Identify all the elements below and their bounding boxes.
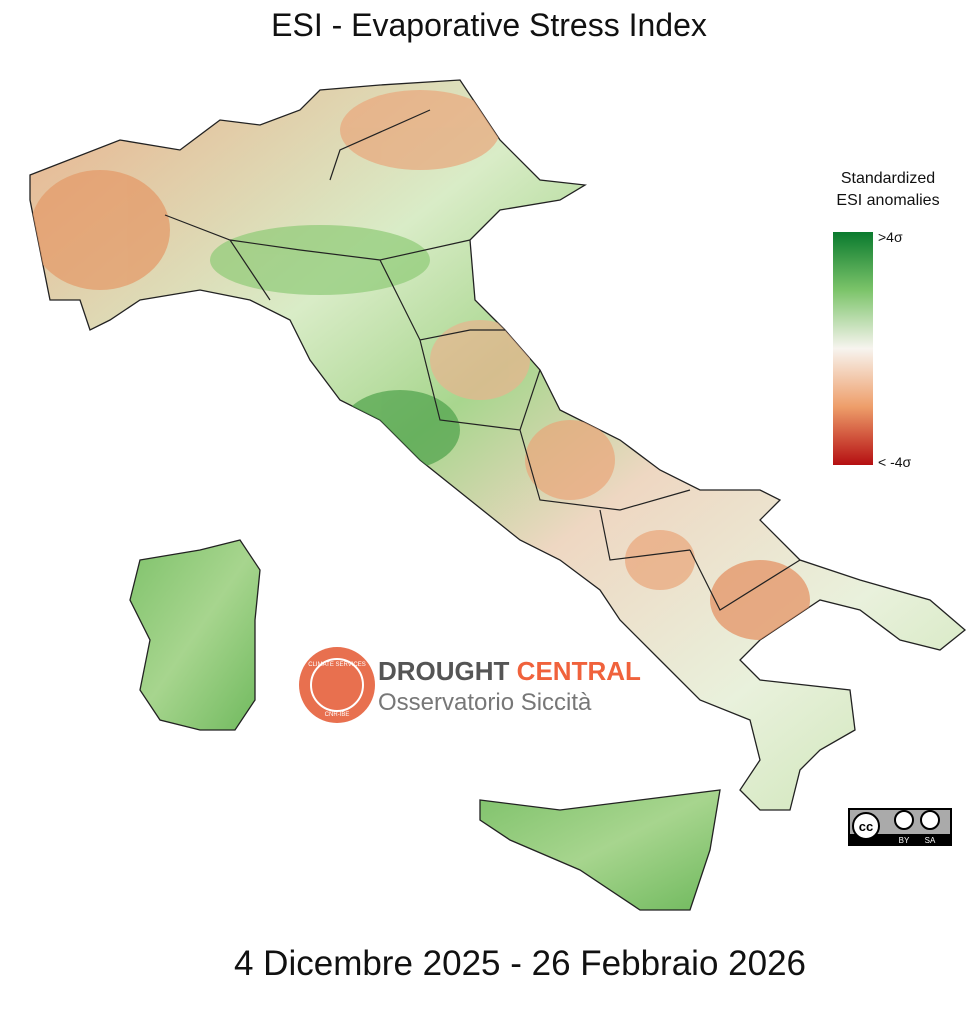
- logo-subtitle: Osservatorio Siccità: [378, 689, 592, 716]
- legend-min: < -4σ: [878, 454, 912, 470]
- legend-max: >4σ: [878, 229, 903, 245]
- date-range: 4 Dicembre 2025 - 26 Febbraio 2026: [234, 944, 806, 983]
- sa-icon: [920, 810, 940, 830]
- title: ESI - Evaporative Stress Index: [271, 7, 707, 43]
- color-bar: [833, 232, 873, 465]
- sicily: [479, 789, 721, 911]
- logo-name: DROUGHT CENTRAL: [378, 656, 641, 686]
- sardinia: [129, 539, 261, 731]
- sa-text: SA: [925, 836, 936, 845]
- cc-text: cc: [859, 819, 873, 834]
- legend-title: Standardized: [841, 170, 935, 187]
- legend-title: ESI anomalies: [836, 192, 939, 209]
- logo-ring: [310, 658, 364, 712]
- logo-name-1: DROUGHT: [378, 656, 510, 686]
- legend: Standardized ESI anomalies >4σ < -4σ: [833, 170, 940, 470]
- cc-circle: [852, 812, 880, 840]
- by-text: BY: [899, 836, 910, 845]
- italy-mainland: [29, 79, 967, 811]
- logo-ring-bottom: CNR-IBE: [325, 712, 350, 718]
- logo-name-2: CENTRAL: [517, 656, 641, 686]
- logo-ring-top: CLIMATE SERVICES: [308, 662, 365, 668]
- logo: CLIMATE SERVICES CNR-IBE DROUGHT CENTRAL…: [299, 647, 641, 723]
- cc-license: cc BY SA: [848, 808, 952, 846]
- by-icon: [894, 810, 914, 830]
